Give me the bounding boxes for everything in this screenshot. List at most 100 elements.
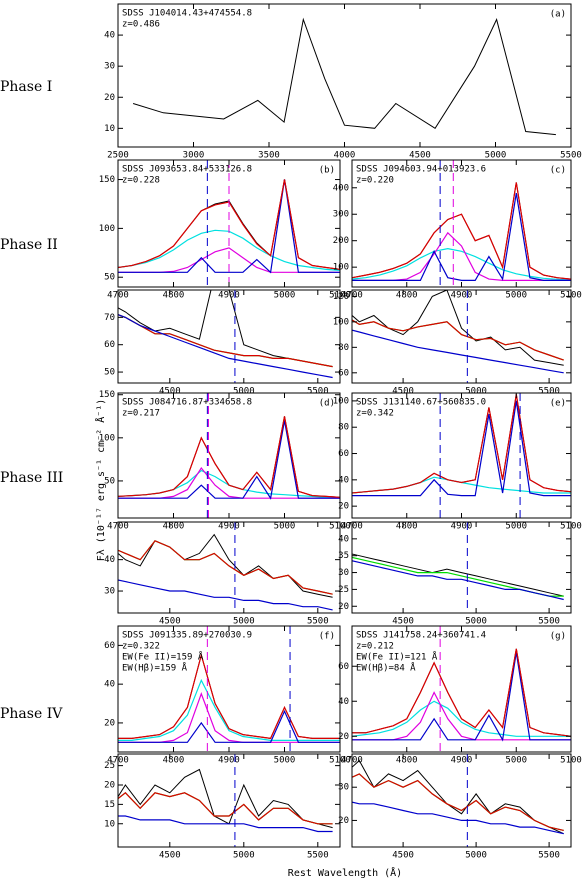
y-tick-label: 150 bbox=[99, 390, 115, 400]
y-tick-label: 300 bbox=[333, 210, 349, 220]
spectrum-line bbox=[352, 182, 571, 280]
spectrum-line bbox=[118, 540, 333, 595]
x-tick-label: 4500 bbox=[392, 617, 414, 627]
x-tick-label: 4500 bbox=[159, 617, 181, 627]
panel-text: z=0.220 bbox=[356, 176, 394, 186]
spectrum-line bbox=[352, 700, 571, 737]
spectrum-line bbox=[118, 314, 333, 379]
y-tick-label: 100 bbox=[333, 396, 349, 406]
spectrum-line bbox=[118, 768, 333, 829]
x-tick-label: 5000 bbox=[505, 291, 527, 301]
panel-text: SDSS J141758.24+360741.4 bbox=[356, 631, 486, 641]
panel: 4500 5000 5500 30 40 bbox=[104, 521, 341, 627]
spectrum-line bbox=[352, 560, 564, 601]
x-tick-label: 5500 bbox=[307, 387, 329, 397]
y-tick-label: 50 bbox=[104, 476, 115, 486]
x-tick-label: 5000 bbox=[505, 522, 527, 532]
x-tick-label: 5500 bbox=[560, 151, 582, 161]
y-tick-label: 100 bbox=[99, 224, 115, 234]
x-tick-label: 5000 bbox=[233, 851, 255, 861]
phase-label: Phase III bbox=[0, 470, 63, 486]
y-tick-label: 20 bbox=[338, 602, 349, 612]
spectrum-line bbox=[352, 290, 564, 366]
spectrum-line bbox=[118, 652, 340, 740]
x-tick-label: 4800 bbox=[163, 522, 185, 532]
x-tick-label: 4500 bbox=[159, 851, 181, 861]
panel: 4500 5000 5500 60 80 100 120 bbox=[333, 289, 572, 397]
x-tick-label: 5500 bbox=[307, 617, 329, 627]
panel-text: SDSS J084716.87+334658.8 bbox=[122, 398, 252, 408]
panel-label: (d) bbox=[319, 399, 335, 409]
y-tick-label: 80 bbox=[338, 343, 349, 353]
y-tick-label: 40 bbox=[104, 680, 115, 690]
x-tick-label: 2500 bbox=[107, 151, 129, 161]
spectrum-line bbox=[118, 314, 333, 368]
spectrum-line bbox=[352, 182, 571, 280]
y-tick-label: 35 bbox=[338, 551, 349, 561]
spectrum-line bbox=[352, 648, 571, 737]
spectrum-line bbox=[352, 773, 564, 831]
x-tick-label: 4900 bbox=[218, 522, 240, 532]
panel-text: EW(Fe II)=159 Å bbox=[122, 651, 204, 663]
panel-label: (e) bbox=[550, 399, 566, 409]
spectrum-line bbox=[352, 193, 571, 281]
panel-text: EW(Hβ)=84 Å bbox=[356, 662, 416, 674]
spectrum-line bbox=[352, 247, 571, 281]
panel-text: z=0.342 bbox=[356, 409, 394, 419]
x-tick-label: 4900 bbox=[218, 291, 240, 301]
panel: 4500 5000 5500 10 15 20 25 bbox=[104, 753, 341, 861]
x-tick-label: 4500 bbox=[392, 851, 414, 861]
panel-text: SDSS J104014.43+474554.8 bbox=[122, 9, 252, 19]
y-tick-label: 120 bbox=[333, 292, 349, 302]
x-tick-label: 5500 bbox=[538, 851, 560, 861]
x-tick-label: 5000 bbox=[274, 291, 296, 301]
spectrum-line bbox=[118, 179, 340, 274]
y-tick-label: 60 bbox=[104, 641, 115, 651]
panel-text: z=0.228 bbox=[122, 176, 160, 186]
x-tick-label: 4800 bbox=[163, 291, 185, 301]
panel-frame bbox=[117, 753, 341, 848]
panel: 2500 3000 3500 4000 4500 5000 5500 10 20 30 40 SDSS… bbox=[104, 3, 582, 161]
x-tick-label: 5000 bbox=[505, 756, 527, 766]
y-tick-label: 20 bbox=[104, 781, 115, 791]
y-tick-label: 70 bbox=[104, 313, 115, 323]
panel-text: SDSS J094603.94+013923.6 bbox=[356, 165, 486, 175]
y-tick-label: 100 bbox=[99, 433, 115, 443]
y-axis-label: Fλ (10⁻¹⁷ erg s⁻¹ cm⁻² Å⁻¹) bbox=[94, 399, 107, 562]
panel-text: z=0.217 bbox=[122, 409, 160, 419]
spectrum-line bbox=[352, 773, 564, 831]
x-tick-label: 5000 bbox=[485, 151, 507, 161]
spectrum-line bbox=[118, 314, 333, 368]
y-tick-label: 40 bbox=[338, 534, 349, 544]
spectrum-line bbox=[352, 553, 564, 597]
spectrum-line bbox=[352, 556, 564, 597]
x-tick-label: 3000 bbox=[183, 151, 205, 161]
panel-label: (b) bbox=[319, 166, 335, 176]
phase-label: Phase IV bbox=[0, 706, 63, 722]
y-tick-label: 10 bbox=[104, 819, 115, 829]
panel-frame bbox=[351, 753, 572, 848]
phase-label: Phase II bbox=[0, 237, 58, 253]
spectrum-line bbox=[352, 319, 564, 361]
spectrum-line bbox=[118, 579, 333, 611]
spectrum-line bbox=[118, 815, 333, 833]
x-tick-label: 4500 bbox=[409, 151, 431, 161]
spectrum-line bbox=[118, 416, 340, 498]
panel-text: SDSS J093653.84+533126.8 bbox=[122, 165, 252, 175]
spectrum-line bbox=[352, 652, 571, 742]
y-tick-label: 20 bbox=[338, 816, 349, 826]
panel-frame bbox=[351, 289, 572, 384]
panel-label: (c) bbox=[550, 166, 566, 176]
x-tick-label: 5000 bbox=[233, 387, 255, 397]
y-tick-label: 40 bbox=[104, 31, 115, 41]
panel-text: z=0.322 bbox=[122, 642, 160, 652]
x-tick-label: 4800 bbox=[163, 756, 185, 766]
panel-text: EW(Fe II)=121 Å bbox=[356, 651, 438, 663]
spectrum-line bbox=[118, 533, 333, 598]
y-tick-label: 25 bbox=[338, 585, 349, 595]
spectrum-line bbox=[352, 759, 564, 835]
